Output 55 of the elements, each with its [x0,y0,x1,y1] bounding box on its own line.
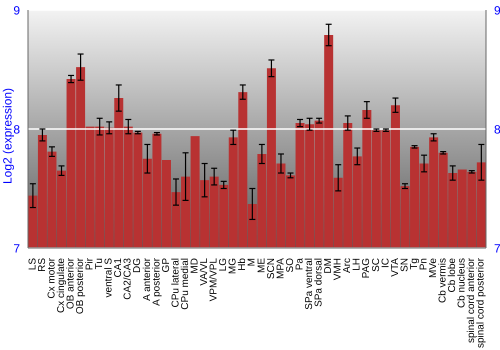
x-tick-label: Arc [342,258,354,273]
x-tick-label: SCN [266,258,277,280]
x-tick-label: DG [132,258,144,273]
x-tick-label: VPM/VPL [208,258,220,302]
y2-tick-label: 9 [494,3,500,18]
x-tick-label: Hb [237,258,248,271]
x-tick-label: A posterior [151,257,162,306]
x-tick-label: M [246,258,258,266]
x-tick-label: SPa ventral [304,258,315,310]
x-tick-label: MG [228,258,239,274]
x-tick-label: spinal cord posterior [476,257,487,348]
x-tick-label: PAG [361,258,372,278]
x-tick-label: MPA [275,258,286,279]
x-tick-label: Tu [94,258,106,270]
x-tick-label: IC [380,258,392,268]
x-tick-label: Tg [408,258,420,270]
x-tick-label: ventral S [104,258,115,298]
x-tick-label: SPa dorsal [314,258,325,307]
x-tick-label: LS [27,258,38,270]
x-tick-label: OB posterior [74,257,86,314]
y-tick-label: 9 [13,3,20,18]
x-tick-label: RS [36,258,48,272]
x-tick-label: MVe [428,258,440,278]
x-tick-label: ME [256,258,268,273]
x-tick-label: OB anterior [65,257,76,310]
x-tick-label: LG [218,258,230,272]
x-tick-label: Pa [294,258,306,270]
y2-tick-label: 8 [494,122,500,136]
x-tick-label: Cb nucleus [456,258,468,308]
x-tick-label: CPu lateral [170,258,182,308]
x-tick-label: VTA [390,258,401,277]
x-tick-label: GP [160,258,172,272]
y2-tick-label: 7 [494,241,500,256]
x-tick-label: Pir [84,257,96,270]
x-tick-label: spinal cord anterior [466,257,478,344]
x-tick-label: MD [189,258,200,274]
x-tick-label: CPu medial [180,258,191,310]
x-tick-label: Cb lobe [447,258,458,292]
x-tick-label: SC [370,258,382,272]
x-tick-label: SO [284,258,296,272]
x-tick-label: Cx motor [46,257,58,299]
x-tick-label: VMH [332,258,344,280]
x-tick-label: Pn [418,258,430,270]
x-tick-label: DM [323,258,334,274]
x-tick-label: VA/VL [199,258,210,286]
x-tick-label: LH [352,258,363,271]
x-tick-label: Cx cingulate [56,258,67,314]
y-axis-title: Log2 (expression) [0,88,14,184]
y-tick-label: 8 [13,122,20,136]
x-tick-label: CA1 [113,258,124,278]
y-tick-label: 7 [13,241,20,256]
x-tick-label: Cb vermis [438,258,449,304]
x-tick-label: SN [399,258,410,272]
x-tick-label: A anterior [142,257,153,301]
x-tick-label: CA2/CA3 [122,258,134,300]
